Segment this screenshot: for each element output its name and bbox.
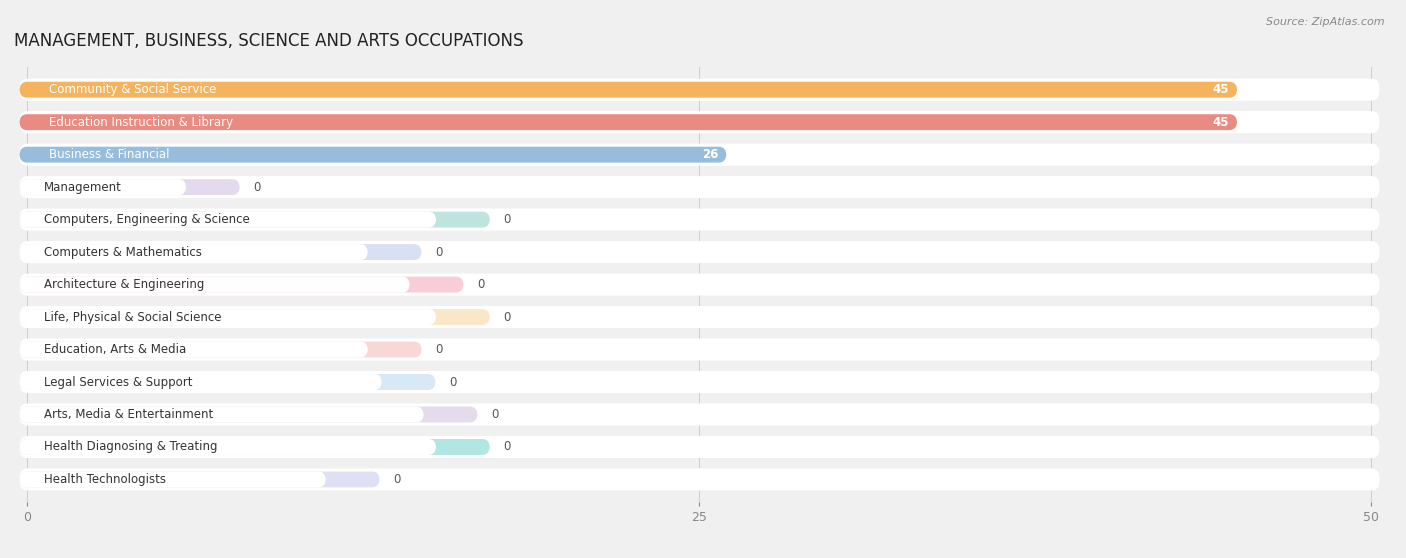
- FancyBboxPatch shape: [20, 277, 409, 292]
- FancyBboxPatch shape: [20, 341, 368, 358]
- Text: 0: 0: [491, 408, 498, 421]
- FancyBboxPatch shape: [20, 114, 1237, 130]
- FancyBboxPatch shape: [20, 81, 1237, 98]
- FancyBboxPatch shape: [20, 468, 1379, 490]
- FancyBboxPatch shape: [20, 306, 1379, 328]
- Text: 0: 0: [434, 343, 443, 356]
- FancyBboxPatch shape: [20, 176, 1379, 198]
- FancyBboxPatch shape: [20, 244, 368, 260]
- Text: 26: 26: [702, 148, 718, 161]
- FancyBboxPatch shape: [20, 143, 1379, 166]
- Text: 0: 0: [477, 278, 484, 291]
- Text: Health Diagnosing & Treating: Health Diagnosing & Treating: [44, 440, 217, 454]
- FancyBboxPatch shape: [20, 244, 422, 260]
- Text: Management: Management: [44, 181, 121, 194]
- FancyBboxPatch shape: [20, 277, 464, 292]
- Text: 0: 0: [253, 181, 260, 194]
- FancyBboxPatch shape: [20, 472, 380, 488]
- FancyBboxPatch shape: [20, 472, 326, 488]
- FancyBboxPatch shape: [20, 309, 489, 325]
- Text: 0: 0: [434, 246, 443, 258]
- Text: 0: 0: [503, 440, 510, 454]
- FancyBboxPatch shape: [20, 179, 186, 195]
- Text: 0: 0: [503, 311, 510, 324]
- Text: Computers, Engineering & Science: Computers, Engineering & Science: [44, 213, 249, 226]
- FancyBboxPatch shape: [20, 147, 727, 162]
- FancyBboxPatch shape: [20, 439, 436, 455]
- Text: Architecture & Engineering: Architecture & Engineering: [44, 278, 204, 291]
- Text: Business & Financial: Business & Financial: [49, 148, 170, 161]
- Text: Legal Services & Support: Legal Services & Support: [44, 376, 193, 388]
- Text: Health Technologists: Health Technologists: [44, 473, 166, 486]
- FancyBboxPatch shape: [20, 407, 423, 422]
- FancyBboxPatch shape: [20, 374, 436, 390]
- FancyBboxPatch shape: [20, 439, 489, 455]
- FancyBboxPatch shape: [20, 371, 1379, 393]
- FancyBboxPatch shape: [20, 339, 1379, 360]
- FancyBboxPatch shape: [20, 403, 1379, 426]
- Text: Community & Social Service: Community & Social Service: [49, 83, 217, 96]
- Text: 0: 0: [449, 376, 457, 388]
- FancyBboxPatch shape: [20, 179, 240, 195]
- FancyBboxPatch shape: [20, 111, 1379, 133]
- FancyBboxPatch shape: [20, 407, 478, 422]
- FancyBboxPatch shape: [20, 211, 436, 228]
- FancyBboxPatch shape: [20, 211, 489, 228]
- Text: 0: 0: [503, 213, 510, 226]
- Text: Education Instruction & Library: Education Instruction & Library: [49, 116, 233, 129]
- Text: MANAGEMENT, BUSINESS, SCIENCE AND ARTS OCCUPATIONS: MANAGEMENT, BUSINESS, SCIENCE AND ARTS O…: [14, 32, 523, 50]
- Text: Computers & Mathematics: Computers & Mathematics: [44, 246, 201, 258]
- Text: Education, Arts & Media: Education, Arts & Media: [44, 343, 186, 356]
- Text: 0: 0: [394, 473, 401, 486]
- Text: Life, Physical & Social Science: Life, Physical & Social Science: [44, 311, 221, 324]
- Text: Source: ZipAtlas.com: Source: ZipAtlas.com: [1267, 17, 1385, 27]
- FancyBboxPatch shape: [20, 436, 1379, 458]
- FancyBboxPatch shape: [20, 209, 1379, 230]
- FancyBboxPatch shape: [20, 79, 1379, 101]
- Text: 45: 45: [1212, 116, 1229, 129]
- FancyBboxPatch shape: [20, 273, 1379, 296]
- FancyBboxPatch shape: [20, 341, 422, 358]
- Text: 45: 45: [1212, 83, 1229, 96]
- FancyBboxPatch shape: [20, 374, 382, 390]
- FancyBboxPatch shape: [20, 241, 1379, 263]
- FancyBboxPatch shape: [20, 309, 436, 325]
- Text: Arts, Media & Entertainment: Arts, Media & Entertainment: [44, 408, 212, 421]
